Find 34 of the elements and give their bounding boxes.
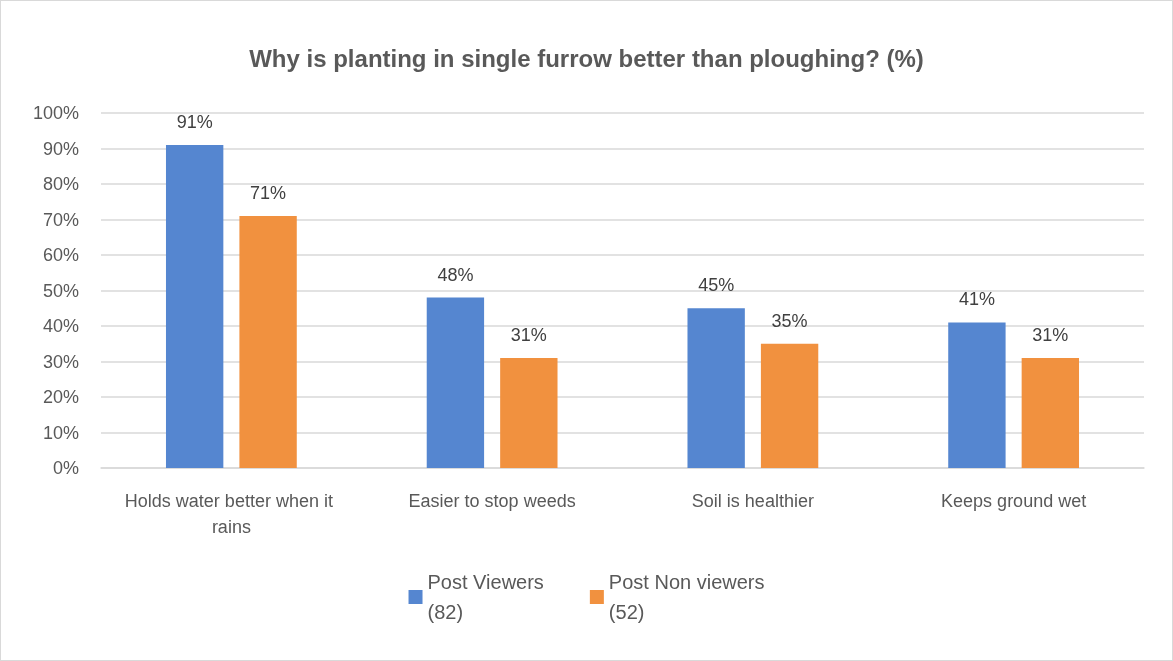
data-label: 45% [698, 275, 735, 296]
chart-title: Why is planting in single furrow better than ploughing? (%) [249, 44, 924, 72]
y-tick-label: 0% [52, 458, 79, 478]
x-tick-label: Keeps ground wet [941, 491, 1087, 511]
y-tick-label: 10% [42, 422, 79, 443]
y-tick-label: 30% [42, 351, 79, 372]
y-tick-label: 70% [42, 209, 79, 230]
data-label: 35% [771, 310, 808, 331]
data-label: 41% [958, 289, 995, 310]
legend-label: Post Viewers (82) [427, 571, 544, 623]
y-tick-label: 40% [42, 316, 79, 336]
x-tick-label: Soil is healthier [691, 491, 814, 511]
bar [426, 297, 485, 468]
bar [239, 215, 297, 468]
data-label: 31% [1032, 324, 1069, 345]
bar [1021, 357, 1080, 468]
y-tick-label: 80% [42, 174, 79, 194]
legend-label: Post Non viewers (52) [608, 571, 765, 623]
bar [687, 308, 745, 468]
data-label: 31% [510, 324, 547, 345]
bar [948, 322, 1006, 468]
data-label: 91% [176, 111, 213, 132]
y-tick-label: 20% [42, 387, 79, 407]
bar [500, 357, 558, 468]
data-label: 48% [437, 264, 474, 285]
x-tick-label: Easier to stop weeds [408, 491, 576, 511]
bar [760, 343, 819, 468]
y-tick-label: 90% [42, 138, 79, 159]
bar [165, 144, 224, 468]
x-tick-label: Holds water better when it rains [124, 491, 338, 537]
data-label: 71% [250, 182, 287, 203]
y-tick-label: 100% [32, 103, 79, 123]
y-tick-label: 60% [42, 245, 79, 265]
y-tick-label: 50% [42, 280, 79, 301]
